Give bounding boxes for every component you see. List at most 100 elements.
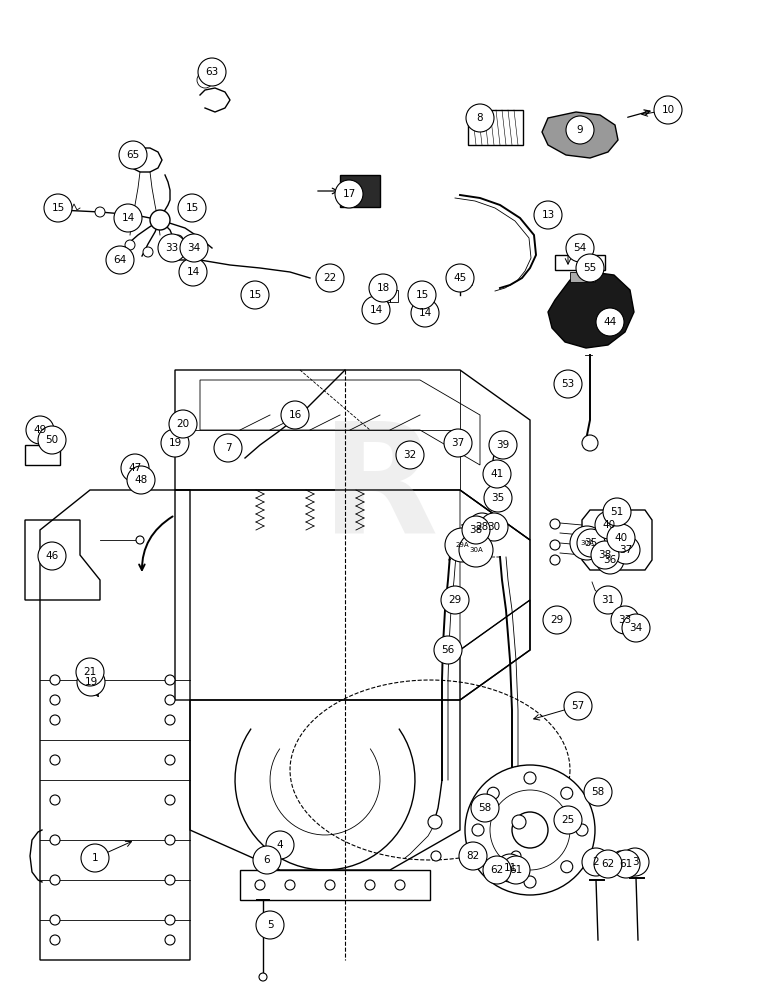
Circle shape	[483, 856, 511, 884]
Circle shape	[496, 854, 524, 882]
Circle shape	[76, 658, 104, 686]
Circle shape	[465, 765, 595, 895]
Circle shape	[121, 454, 149, 482]
Text: 8: 8	[476, 113, 483, 123]
Text: 35: 35	[584, 538, 598, 548]
Bar	[340, 175, 380, 207]
Circle shape	[612, 536, 640, 564]
Circle shape	[524, 772, 536, 784]
Circle shape	[50, 715, 60, 725]
Text: 37: 37	[619, 545, 632, 555]
Circle shape	[591, 541, 619, 569]
Text: 54: 54	[574, 243, 587, 253]
Text: 19: 19	[168, 438, 181, 448]
Circle shape	[396, 441, 424, 469]
Text: 46: 46	[46, 551, 59, 561]
Circle shape	[136, 536, 144, 544]
Bar	[570, 272, 595, 282]
Circle shape	[534, 201, 562, 229]
Circle shape	[434, 636, 462, 664]
Text: R: R	[321, 416, 438, 564]
Circle shape	[489, 431, 517, 459]
Circle shape	[316, 264, 344, 292]
Circle shape	[165, 915, 175, 925]
Text: 38: 38	[469, 525, 482, 535]
Circle shape	[441, 586, 469, 614]
Text: 29A: 29A	[455, 542, 469, 548]
Circle shape	[173, 235, 183, 245]
Bar	[390, 290, 398, 302]
Circle shape	[594, 850, 622, 878]
Circle shape	[446, 264, 474, 292]
Circle shape	[512, 815, 526, 829]
Circle shape	[169, 410, 197, 438]
Circle shape	[197, 72, 213, 88]
Text: 5: 5	[266, 920, 273, 930]
Circle shape	[557, 817, 573, 833]
Text: 14: 14	[369, 305, 383, 315]
Circle shape	[50, 675, 60, 685]
Text: 53: 53	[561, 379, 574, 389]
Text: 82: 82	[466, 851, 479, 861]
Text: 33: 33	[618, 615, 631, 625]
Circle shape	[469, 535, 483, 549]
Circle shape	[603, 498, 631, 526]
Text: 3: 3	[631, 857, 638, 867]
Circle shape	[445, 528, 479, 562]
Text: 2: 2	[593, 857, 599, 867]
Circle shape	[576, 254, 604, 282]
Text: 18: 18	[377, 283, 390, 293]
Circle shape	[550, 555, 560, 565]
Text: 30: 30	[487, 522, 500, 532]
Text: 56: 56	[442, 645, 455, 655]
Circle shape	[50, 915, 60, 925]
Circle shape	[459, 533, 493, 567]
Text: 61: 61	[619, 859, 632, 869]
Circle shape	[484, 484, 512, 512]
Bar	[468, 110, 523, 145]
Circle shape	[595, 851, 605, 861]
Text: 32: 32	[404, 450, 417, 460]
Circle shape	[582, 848, 610, 876]
Text: 58: 58	[591, 787, 604, 797]
Circle shape	[524, 876, 536, 888]
Circle shape	[582, 435, 598, 451]
Text: 14: 14	[121, 213, 134, 223]
Circle shape	[607, 524, 635, 552]
Circle shape	[554, 370, 582, 398]
Circle shape	[38, 426, 66, 454]
Circle shape	[483, 460, 511, 488]
Circle shape	[26, 416, 54, 444]
Text: 57: 57	[571, 701, 584, 711]
Circle shape	[543, 606, 571, 634]
Circle shape	[411, 299, 439, 327]
Circle shape	[165, 695, 175, 705]
Text: 21: 21	[83, 667, 96, 677]
Text: 15: 15	[185, 203, 198, 213]
Circle shape	[490, 790, 570, 870]
Circle shape	[38, 542, 66, 570]
Circle shape	[285, 880, 295, 890]
Circle shape	[468, 851, 478, 861]
Text: 30A: 30A	[469, 547, 482, 553]
Circle shape	[511, 851, 521, 861]
Circle shape	[50, 835, 60, 845]
Circle shape	[256, 911, 284, 939]
Circle shape	[170, 247, 180, 257]
Circle shape	[596, 308, 624, 336]
Text: 30A: 30A	[580, 540, 594, 546]
Text: 51: 51	[611, 507, 624, 517]
Circle shape	[462, 516, 490, 544]
Text: 34: 34	[188, 243, 201, 253]
Text: 25: 25	[561, 815, 574, 825]
Circle shape	[564, 692, 592, 720]
Text: 29: 29	[449, 595, 462, 605]
Circle shape	[611, 606, 639, 634]
Circle shape	[281, 401, 309, 429]
Circle shape	[459, 842, 487, 870]
Circle shape	[179, 258, 207, 286]
Text: 37: 37	[452, 438, 465, 448]
Circle shape	[654, 96, 682, 124]
Text: 50: 50	[46, 435, 59, 445]
Circle shape	[50, 795, 60, 805]
